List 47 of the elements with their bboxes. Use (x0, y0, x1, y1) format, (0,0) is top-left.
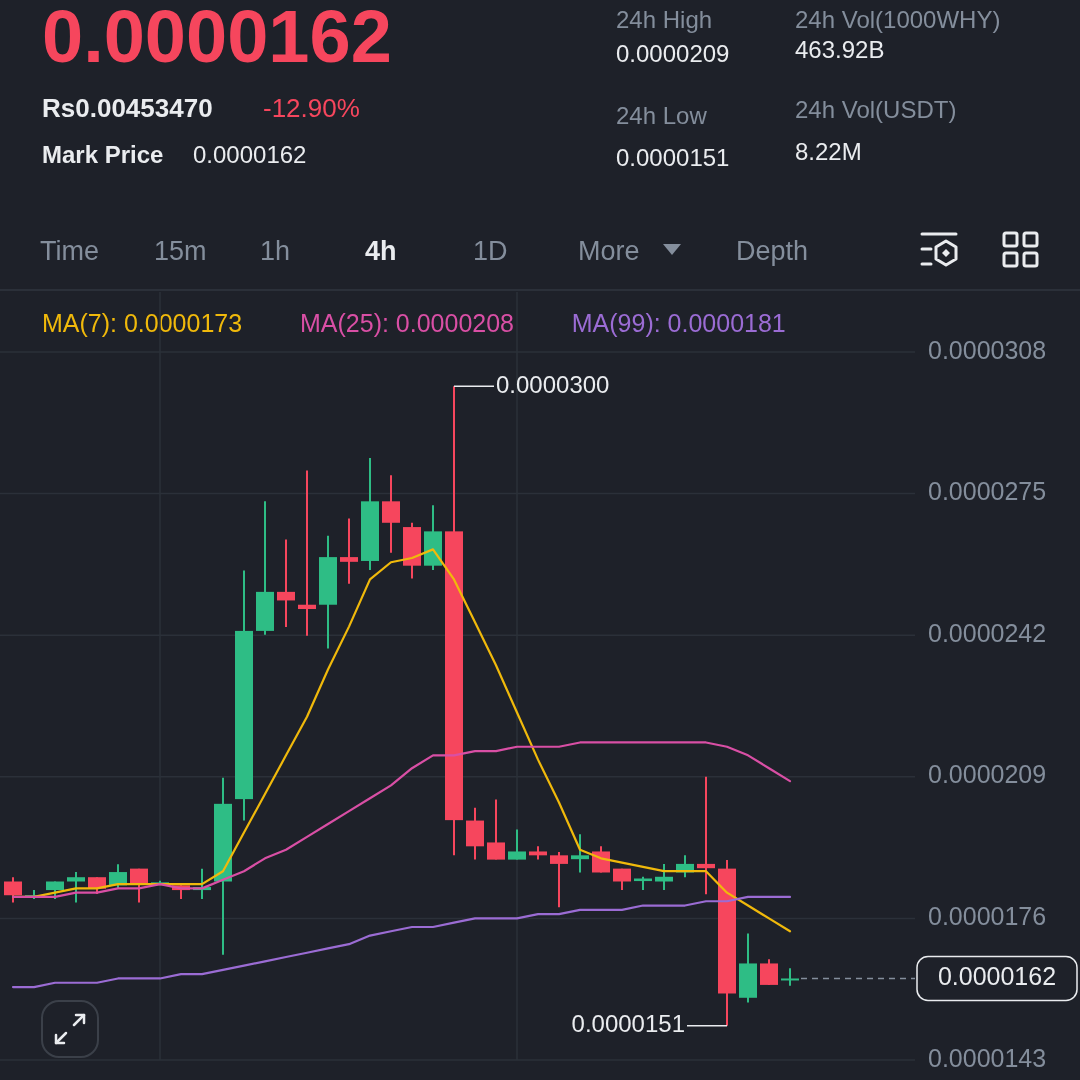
candlestick (382, 474, 400, 554)
candlestick (298, 469, 316, 637)
text: 24h Vol(1000WHY) (795, 6, 1001, 33)
text: 24h High (616, 6, 713, 33)
text: MA(7): 0.0000173 (42, 308, 243, 337)
y-tick-label: 0.0000209 (928, 760, 1047, 789)
text: 463.92B (795, 36, 885, 63)
candlestick (487, 798, 505, 861)
candlestick (508, 828, 526, 861)
candlestick (571, 833, 589, 874)
y-tick-label: 0.0000275 (928, 477, 1047, 506)
candlestick (550, 850, 568, 909)
candlestick (67, 871, 85, 904)
text: 24h Vol(USDT) (795, 96, 957, 123)
text: MA(25): 0.0000208 (300, 308, 515, 337)
text: 0.0000162 (42, 0, 392, 78)
text: 0.0000209 (616, 40, 730, 67)
candlestick (4, 876, 22, 904)
text: Rs0.00453470 (42, 93, 213, 123)
candlestick (781, 967, 799, 987)
text: -12.90% (263, 93, 360, 123)
y-tick-label: 0.0000308 (928, 335, 1047, 364)
text: MA(99): 0.0000181 (571, 308, 786, 337)
text: Mark Price (42, 141, 164, 168)
text: More (578, 236, 640, 266)
text: 15m (154, 236, 207, 266)
y-tick-label: 0.0000242 (928, 618, 1047, 647)
candlestick (130, 867, 148, 904)
y-tick-label: 0.0000143 (928, 1043, 1047, 1072)
line-series (11, 895, 792, 989)
text: 1D (473, 236, 508, 266)
text: 24h Low (616, 102, 708, 129)
y-tick-label: 0.0000176 (928, 902, 1047, 931)
chart-title: 0.0000162 (193, 141, 307, 168)
text: 8.22M (795, 138, 862, 165)
text: 1h (260, 236, 291, 266)
annotation: 0.0000300 (496, 370, 610, 398)
text: 4h (365, 236, 397, 266)
ref-line-label: 0.0000162 (937, 962, 1057, 991)
candlestick (760, 958, 778, 986)
candlestick (697, 775, 715, 896)
candlestick (340, 517, 358, 585)
candlestick (277, 538, 295, 629)
annotation: 0.0000151 (571, 1010, 685, 1038)
text: Time (40, 236, 99, 266)
text: Depth (736, 236, 809, 266)
text: 0.0000151 (616, 144, 730, 171)
